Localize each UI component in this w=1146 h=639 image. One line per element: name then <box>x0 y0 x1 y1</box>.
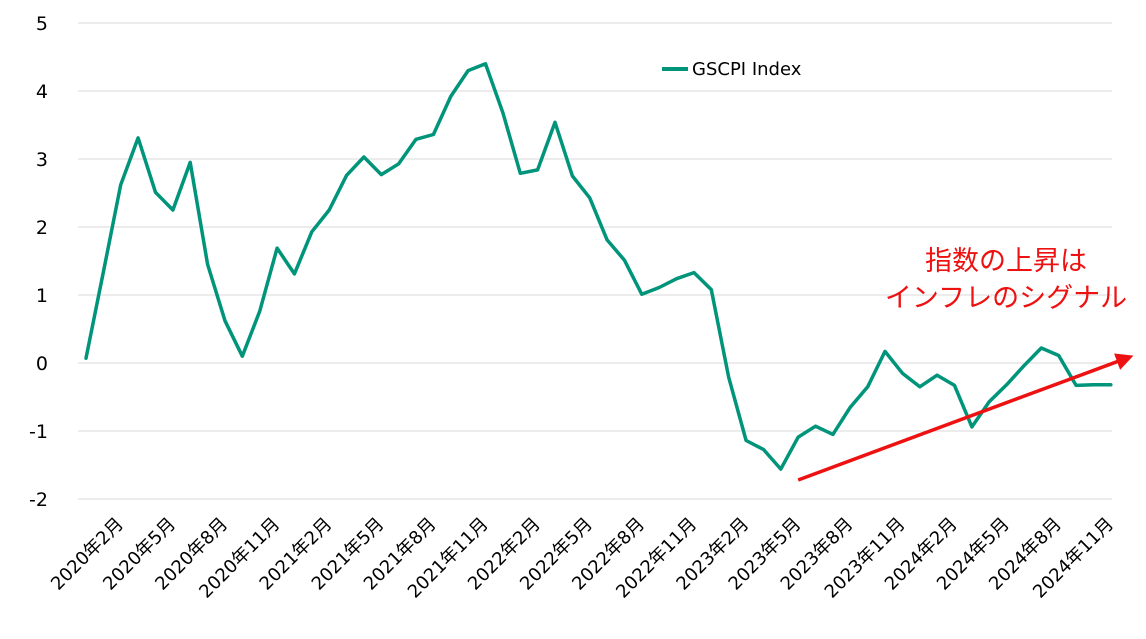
y-tick-label: -1 <box>29 421 48 443</box>
legend-label: GSCPI Index <box>692 59 802 80</box>
annotation-line-1: 指数の上昇は <box>925 246 1087 277</box>
y-tick-label: 4 <box>36 81 48 103</box>
y-tick-label: 1 <box>36 285 48 307</box>
y-tick-label: 2 <box>36 217 48 239</box>
series-layer <box>84 62 1113 471</box>
trend-arrow-layer <box>797 353 1134 482</box>
annotation: 指数の上昇は インフレのシグナル <box>885 246 1127 314</box>
y-tick-label: 5 <box>36 13 48 35</box>
y-tick-label: 0 <box>36 353 48 375</box>
y-tick-label: -2 <box>29 489 48 511</box>
annotation-line-2: インフレのシグナル <box>885 283 1127 314</box>
x-axis-tick-labels: 2020年2月2020年5月2020年8月2020年11月2021年2月2021… <box>47 514 1118 603</box>
series-line-0 <box>84 62 1113 471</box>
y-axis-tick-labels: 5 4 3 2 1 0 -1 -2 <box>29 13 48 511</box>
y-tick-label: 3 <box>36 149 48 171</box>
trend-arrow <box>797 353 1134 482</box>
legend: GSCPI Index <box>662 59 802 80</box>
gridlines <box>78 22 1112 500</box>
